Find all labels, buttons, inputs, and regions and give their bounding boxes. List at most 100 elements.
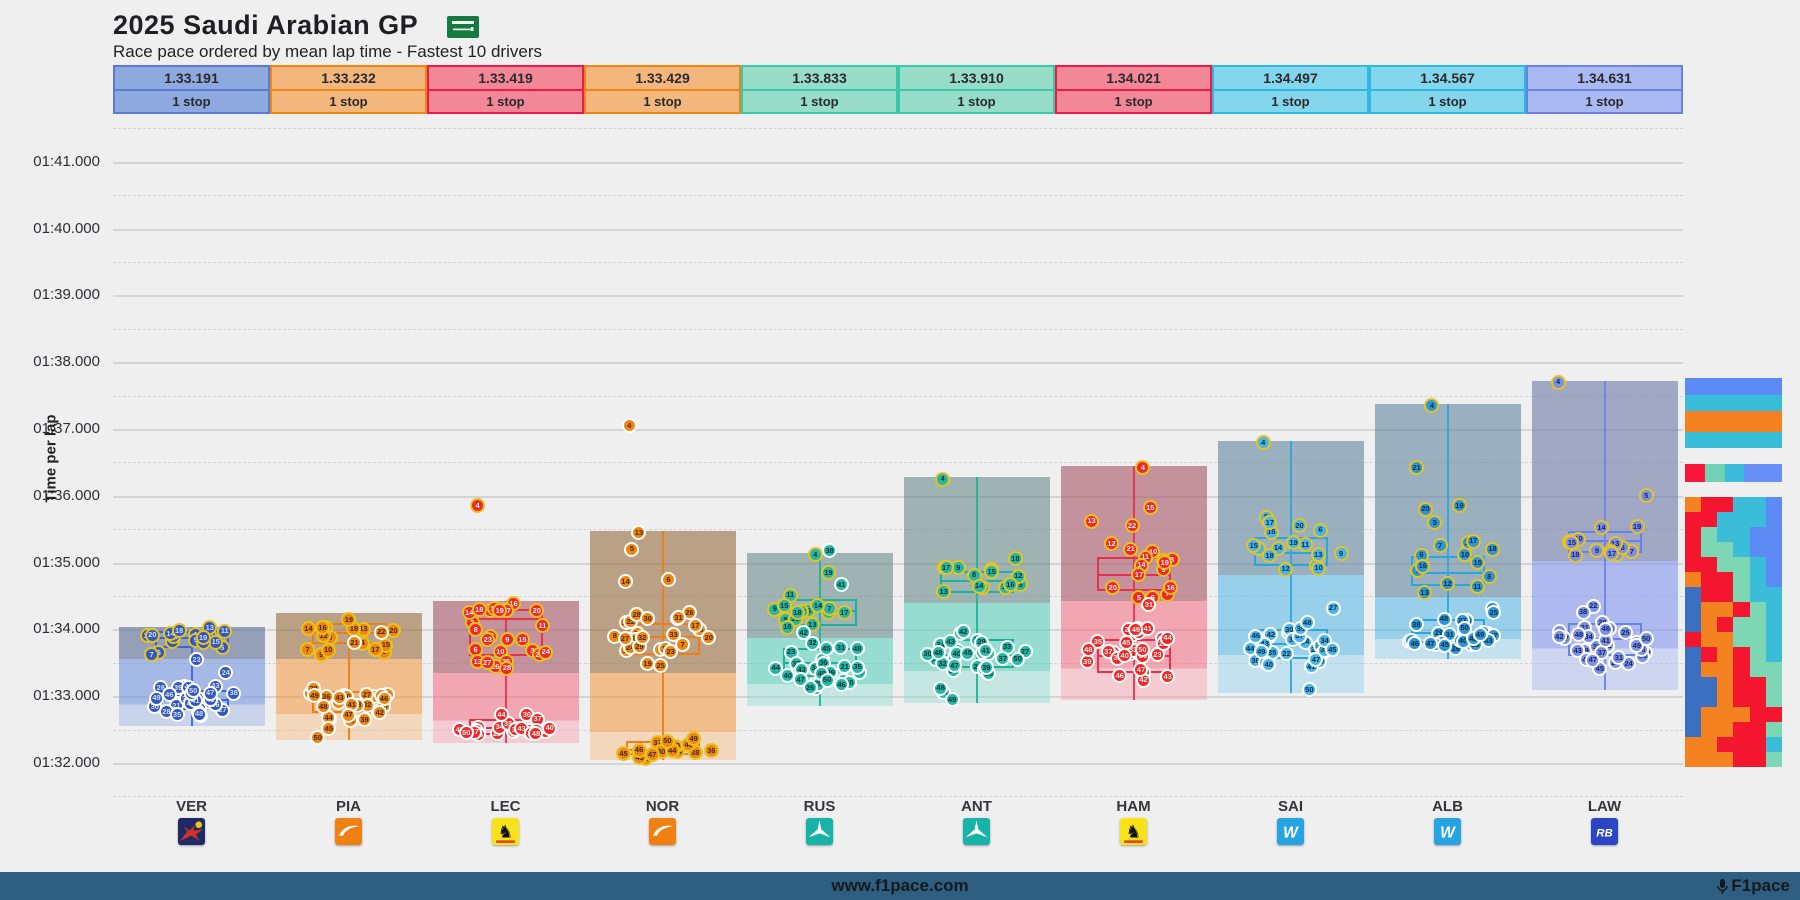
lap-dot: 45 xyxy=(1324,642,1340,658)
lap-dot: 19 xyxy=(1157,555,1173,571)
lap-dot: 30 xyxy=(640,611,656,627)
gridline-second xyxy=(113,696,1683,699)
lap-dot: 50 xyxy=(1638,631,1654,647)
lap-dot: 19 xyxy=(195,630,211,646)
lap-dot: 25 xyxy=(1617,625,1633,641)
mosaic-cell xyxy=(1733,677,1750,692)
mosaic-cell xyxy=(1685,557,1702,572)
lap-dot: 47 xyxy=(793,671,809,687)
lap-dot: 23 xyxy=(480,631,496,647)
lap-dot: 15 xyxy=(1142,500,1158,516)
team-logo-mercedes xyxy=(806,818,833,845)
lap-dot: 13 xyxy=(1310,546,1326,562)
lap-dot: 48 xyxy=(528,725,544,741)
lap-dot: 17 xyxy=(836,605,852,621)
gridline-half-second xyxy=(113,729,1683,731)
mosaic-cell xyxy=(1717,542,1734,557)
mosaic-cell xyxy=(1749,752,1766,767)
mosaic-cell xyxy=(1701,557,1718,572)
y-tick-label: 01:40.000 xyxy=(33,219,100,237)
mosaic-cell xyxy=(1717,512,1734,527)
lap-dot: 47 xyxy=(1308,652,1324,668)
lap-dot: 39 xyxy=(357,712,373,728)
lap-dot: 48 xyxy=(315,699,331,715)
lap-dot: 7 xyxy=(144,647,160,663)
lap-dot: 48 xyxy=(1080,642,1096,658)
mosaic-cell xyxy=(1733,512,1750,527)
mosaic-cell xyxy=(1749,692,1766,707)
mosaic-cell xyxy=(1701,737,1718,752)
lap-dot: 50 xyxy=(1134,642,1150,658)
mean-laptime-cell: 1.34.021 xyxy=(1055,65,1212,91)
lap-dot: 47 xyxy=(1585,652,1601,668)
legend-stripe xyxy=(1685,411,1782,432)
driver-code-label: PIA xyxy=(335,798,361,815)
lap-dot: 38 xyxy=(1408,617,1424,633)
stops-cell: 1 stop xyxy=(1526,89,1683,114)
mean-laptime-cell: 1.34.567 xyxy=(1369,65,1526,91)
lap-dot: 27 xyxy=(479,655,495,671)
mosaic-cell xyxy=(1749,542,1766,557)
microphone-icon xyxy=(1717,878,1729,894)
mosaic-cell xyxy=(1717,752,1734,767)
lap-dot: 24 xyxy=(218,665,234,681)
team-logo-mercedes xyxy=(963,818,990,845)
lap-dot: 10 xyxy=(1311,560,1327,576)
mosaic-cell xyxy=(1733,632,1750,647)
lap-dot: 13 xyxy=(936,584,952,599)
driver-code-label: LEC xyxy=(490,798,521,815)
lap-dot: 46 xyxy=(1112,668,1128,684)
lap-dot: 10 xyxy=(320,642,336,658)
legend-stripe xyxy=(1685,378,1782,395)
lap-dot: 4 xyxy=(935,471,951,487)
lap-dot: 45 xyxy=(818,641,834,656)
lap-dot: 32 xyxy=(634,630,650,646)
lap-dot: 49 xyxy=(307,688,323,704)
lap-dot: 38 xyxy=(1575,604,1591,620)
mosaic-cell xyxy=(1765,527,1782,542)
lap-dot: 9 xyxy=(499,631,515,647)
lap-dot: 18 xyxy=(471,602,487,618)
lap-dot: 46 xyxy=(161,686,177,702)
whisker-line xyxy=(347,612,350,740)
gridline-half-second xyxy=(113,195,1683,197)
strategy-mosaic-mini xyxy=(1685,497,1782,767)
stops-cell: 1 stop xyxy=(741,89,898,114)
lap-dot: 8 xyxy=(468,622,484,638)
stops-cell: 1 stop xyxy=(898,89,1055,114)
median-line xyxy=(1567,540,1642,543)
driver-code-label: HAM xyxy=(1116,798,1151,815)
team-logo-mclaren xyxy=(649,818,676,845)
lap-dot: 50 xyxy=(458,725,474,741)
lap-dot: 36 xyxy=(703,743,719,759)
lap-dot: 18 xyxy=(1007,551,1023,567)
lap-dot: 4 xyxy=(1255,434,1271,450)
lap-dot: 49 xyxy=(1128,622,1144,638)
lap-dot: 48 xyxy=(1571,626,1587,642)
lap-dot: 18 xyxy=(1484,541,1500,557)
driver-code-label: RUS xyxy=(803,798,836,815)
mosaic-cell xyxy=(1685,647,1702,662)
mosaic-cell xyxy=(1733,707,1750,722)
gridline-second xyxy=(113,495,1683,498)
mosaic-cell xyxy=(1701,527,1718,542)
lap-dot: 5 xyxy=(624,541,640,557)
lap-dot: 22 xyxy=(1278,645,1294,661)
y-axis-title: Time per lap xyxy=(42,414,60,503)
mosaic-cell xyxy=(1765,557,1782,572)
mosaic-cell xyxy=(1701,512,1718,527)
footer-site-link[interactable]: www.f1pace.com xyxy=(831,876,969,895)
lap-dot: 31 xyxy=(833,639,849,655)
lap-dot: 47 xyxy=(202,685,218,701)
lap-dot: 50 xyxy=(185,682,201,698)
lap-dot: 4 xyxy=(1550,374,1566,390)
lap-dot: 23 xyxy=(189,651,205,667)
lap-dot: 31 xyxy=(671,610,687,626)
lap-dot: 19 xyxy=(341,611,357,627)
legend-strip-segment xyxy=(1685,464,1706,482)
lap-dot: 7 xyxy=(1432,538,1448,554)
lap-dot: 39 xyxy=(1079,654,1095,670)
lap-dot: 17 xyxy=(1262,515,1278,531)
lap-dot: 20 xyxy=(1105,580,1121,596)
y-tick-label: 01:37.000 xyxy=(33,420,100,437)
